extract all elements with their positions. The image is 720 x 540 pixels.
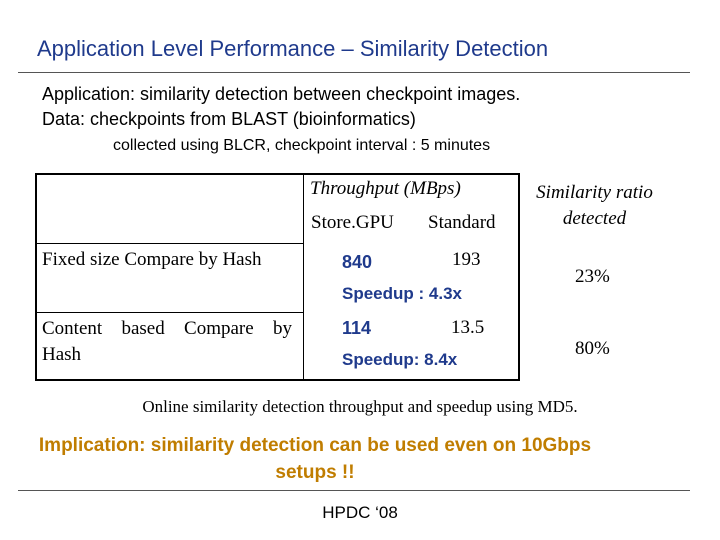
bullet: Data: checkpoints from BLAST (bioinforma… [42,109,416,129]
speedup: Speedup: 8.4x [342,350,458,369]
table-border [35,173,37,381]
implication: Implication: similarity detection can be… [38,435,592,483]
standard-value: 193 [452,249,481,270]
store-gpu-value: 840 [342,252,373,272]
footer-rule [18,490,690,491]
store-gpu-value: 114 [342,318,372,338]
table-border [518,173,520,381]
header-store-gpu: Store.GPU [311,212,394,233]
header-standard: Standard [428,212,496,233]
table-border [35,312,303,313]
caption: Online similarity detection throughput a… [142,397,578,416]
row-label: Content based Compare by Hash [42,318,292,365]
footer: HPDC ‘08 [322,503,398,522]
row-label: Fixed size Compare by Hash [42,249,262,270]
slide-title: Application Level Performance – Similari… [37,36,549,61]
table-border [35,173,520,175]
ratio-value: 23% [575,266,610,287]
sub-bullet: collected using BLCR, checkpoint interva… [113,137,491,154]
header-similarity: Similarity ratio detected [536,182,653,229]
table-border [35,379,520,381]
table-border [35,243,303,244]
bullet: Application: similarity detection betwee… [42,84,521,104]
title-rule [18,72,690,73]
table-border [303,173,304,381]
header-throughput: Throughput (MBps) [310,178,461,199]
speedup: Speedup : 4.3x [342,284,462,303]
ratio-value: 80% [575,338,610,359]
standard-value: 13.5 [451,317,485,338]
